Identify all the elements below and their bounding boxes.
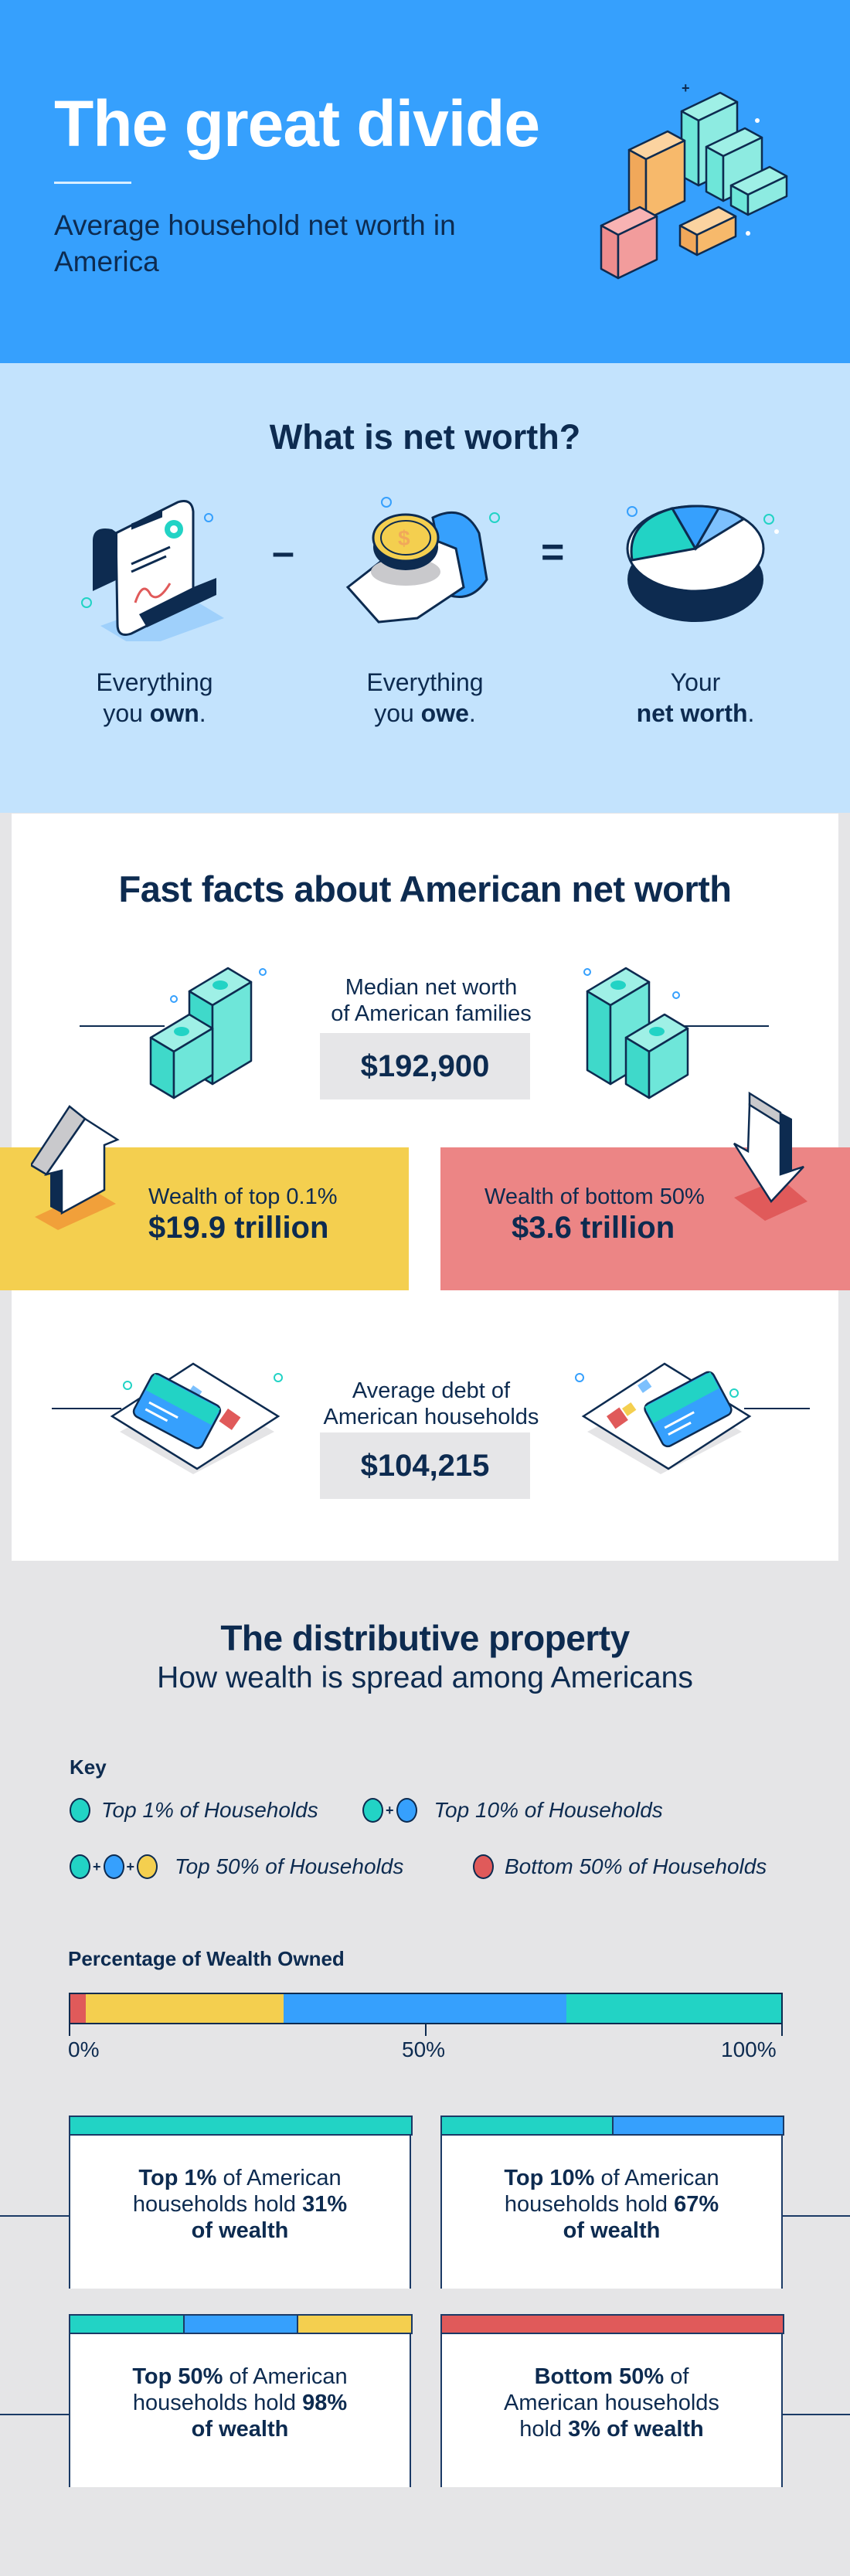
teal-dot-icon: [70, 1798, 90, 1823]
pie-chart-icon: [626, 505, 779, 622]
tick-label-100: 100%: [721, 2037, 777, 2061]
connector-line: [744, 1408, 810, 1409]
segment-top-10: [283, 1994, 567, 2023]
plus-icon: +: [386, 1802, 394, 1818]
document-icon: [81, 500, 224, 641]
connector-line: [783, 2215, 850, 2217]
connector-line: [0, 2414, 70, 2415]
plus-icon: +: [93, 1858, 101, 1874]
minus-operator: –: [272, 530, 294, 575]
red-dot-icon: [473, 1854, 494, 1879]
net-worth-label-owe: Everything you owe.: [366, 668, 484, 727]
segment-bottom-50: [70, 1994, 87, 2023]
teal-dot-icon: [70, 1854, 90, 1879]
card-text: Bottom 50% of American households hold 3…: [504, 2364, 719, 2442]
net-worth-title: What is net worth?: [269, 417, 581, 457]
legend-item-top-50: + + Top 50% of Households: [70, 1854, 403, 1879]
card-color-bar: [440, 2314, 784, 2334]
legend-item-bottom-50: Bottom 50% of Households: [473, 1854, 767, 1879]
stat-card-bottom-50: Bottom 50% of American households hold 3…: [440, 2314, 784, 2487]
tick-50: [425, 2024, 427, 2036]
legend-item-top-10: + Top 10% of Households: [362, 1798, 663, 1823]
card-color-bar: [440, 2116, 784, 2136]
card-color-bar: [69, 2314, 413, 2334]
bar-chart-title: Percentage of Wealth Owned: [68, 1947, 345, 1970]
coin-in-hand-icon: $: [345, 497, 500, 624]
card-color-bar: [69, 2116, 413, 2136]
connector-line: [52, 1408, 121, 1409]
segment-top-50: [86, 1994, 284, 2023]
equals-operator: =: [541, 530, 565, 575]
yellow-dot-icon: [137, 1854, 158, 1879]
arrow-up-icon: [31, 1105, 120, 1230]
title-divider: [54, 182, 131, 184]
blue-dot-icon: [103, 1854, 124, 1879]
teal-dot-icon: [362, 1798, 383, 1823]
segment-top-1: [566, 1994, 781, 2023]
top-wealth-caption: Wealth of top 0.1%: [148, 1184, 338, 1209]
stat-card-top-50: Top 50% of American households hold 98% …: [69, 2314, 413, 2487]
tick-100: [781, 2024, 783, 2036]
money-stack-icon: [583, 967, 689, 1099]
net-worth-label-result: Your net worth.: [636, 668, 755, 727]
fast-facts-section: Fast facts about American net worth Medi…: [12, 814, 838, 1561]
top-wealth-value: $19.9 trillion: [148, 1211, 329, 1245]
credit-card-icon: [575, 1362, 752, 1474]
svg-text:$: $: [398, 526, 410, 550]
distribution-title: The distributive property: [220, 1618, 630, 1658]
legend-item-top-1: Top 1% of Households: [70, 1798, 318, 1823]
tick-label-0: 0%: [68, 2037, 100, 2061]
card-text: Top 1% of American households hold 31% o…: [132, 2166, 348, 2243]
debt-caption: Average debt of American households: [323, 1378, 539, 1429]
money-stacks-icon: +: [600, 80, 788, 280]
tick-label-50: 50%: [402, 2037, 446, 2061]
net-worth-section: What is net worth? – $ =: [0, 363, 850, 813]
bottom-wealth-value: $3.6 trillion: [512, 1211, 675, 1245]
connector-line: [80, 1025, 165, 1027]
wealth-stacked-bar: [69, 1993, 783, 2024]
net-worth-label-own: Everything you own.: [96, 668, 213, 727]
page-title: The great divide: [54, 87, 540, 160]
credit-card-icon: [110, 1362, 283, 1474]
plus-icon: +: [126, 1858, 135, 1874]
median-caption: Median net worth of American families: [331, 975, 532, 1026]
blue-dot-icon: [396, 1798, 417, 1823]
connector-line: [0, 2215, 70, 2217]
money-stack-icon: [149, 967, 267, 1099]
connector-line: [684, 1025, 769, 1027]
card-text: Top 10% of American households hold 67% …: [504, 2166, 719, 2243]
distribution-subtitle: How wealth is spread among Americans: [157, 1661, 693, 1694]
bottom-wealth-caption: Wealth of bottom 50%: [484, 1184, 705, 1209]
card-text: Top 50% of American households hold 98% …: [132, 2364, 348, 2442]
legend-title: Key: [70, 1755, 107, 1779]
connector-line: [783, 2414, 850, 2415]
tick-0: [69, 2024, 70, 2036]
page-subtitle: Average household net worth in America: [54, 209, 456, 277]
debt-value: $104,215: [320, 1432, 530, 1499]
median-value: $192,900: [320, 1033, 530, 1099]
fast-facts-title: Fast facts about American net worth: [118, 868, 732, 909]
stat-card-top-1: Top 1% of American households hold 31% o…: [69, 2116, 413, 2289]
hero-header: The great divide Average household net w…: [0, 0, 850, 363]
svg-text:+: +: [682, 80, 690, 96]
stat-card-top-10: Top 10% of American households hold 67% …: [440, 2116, 784, 2289]
arrow-down-icon: [733, 1091, 808, 1221]
